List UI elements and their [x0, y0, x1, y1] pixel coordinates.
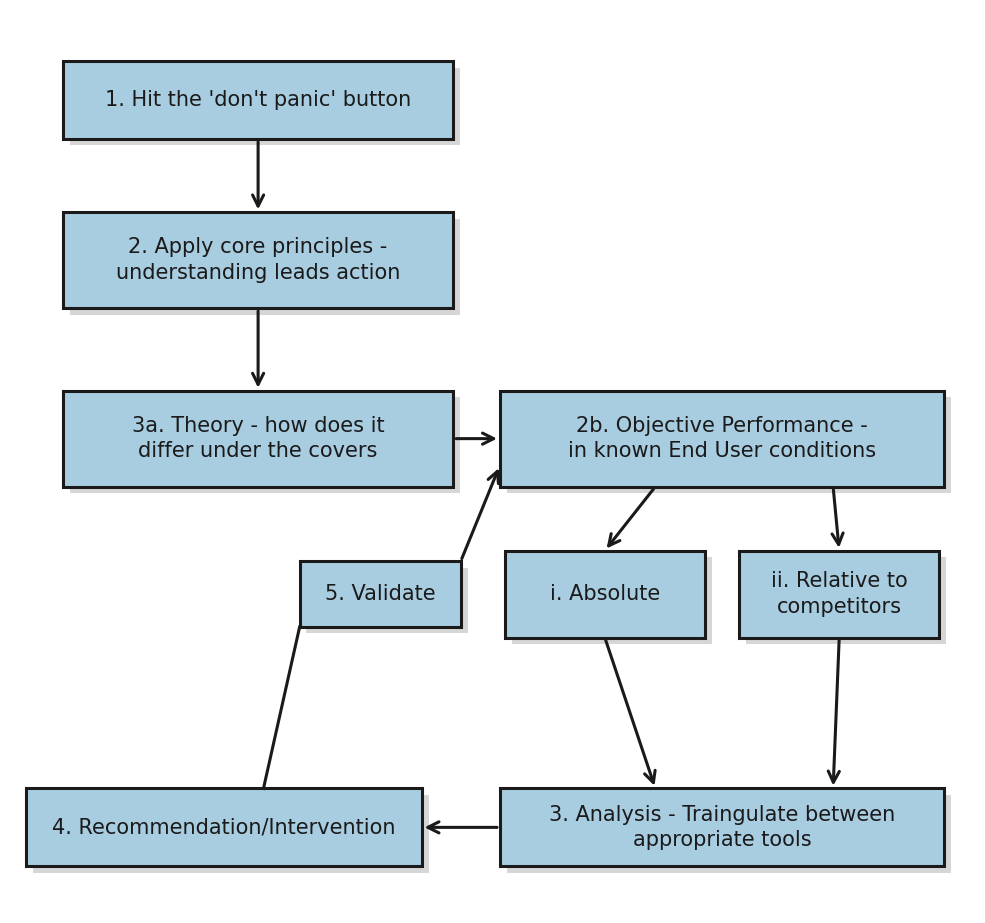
Text: 5. Validate: 5. Validate [325, 584, 435, 605]
Text: 3. Analysis - Traingulate between
appropriate tools: 3. Analysis - Traingulate between approp… [549, 805, 895, 850]
Text: ii. Relative to
competitors: ii. Relative to competitors [771, 571, 907, 617]
Text: 3a. Theory - how does it
differ under the covers: 3a. Theory - how does it differ under th… [132, 416, 384, 462]
FancyBboxPatch shape [499, 390, 945, 486]
FancyBboxPatch shape [70, 67, 460, 146]
Text: i. Absolute: i. Absolute [550, 584, 660, 605]
FancyBboxPatch shape [499, 788, 945, 867]
FancyBboxPatch shape [511, 557, 712, 644]
FancyBboxPatch shape [306, 568, 468, 633]
FancyBboxPatch shape [70, 219, 460, 315]
FancyBboxPatch shape [746, 557, 947, 644]
FancyBboxPatch shape [63, 61, 453, 139]
FancyBboxPatch shape [63, 390, 453, 486]
Text: 4. Recommendation/Intervention: 4. Recommendation/Intervention [52, 818, 396, 837]
Text: 1. Hit the 'don't panic' button: 1. Hit the 'don't panic' button [105, 90, 411, 110]
FancyBboxPatch shape [506, 397, 952, 493]
Text: 2. Apply core principles -
understanding leads action: 2. Apply core principles - understanding… [116, 237, 400, 283]
FancyBboxPatch shape [504, 551, 705, 638]
Text: 2b. Objective Performance -
in known End User conditions: 2b. Objective Performance - in known End… [568, 416, 876, 462]
FancyBboxPatch shape [506, 795, 952, 872]
FancyBboxPatch shape [27, 788, 422, 867]
FancyBboxPatch shape [299, 561, 461, 627]
FancyBboxPatch shape [33, 795, 428, 872]
FancyBboxPatch shape [63, 212, 453, 308]
FancyBboxPatch shape [739, 551, 940, 638]
FancyBboxPatch shape [70, 397, 460, 493]
